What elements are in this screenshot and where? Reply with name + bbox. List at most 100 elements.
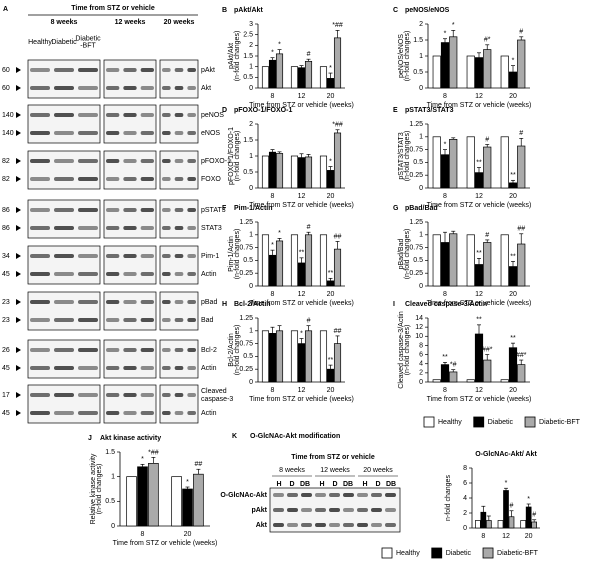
bar (319, 66, 328, 89)
y-axis-label: Cleaved caspase-3/Actin(n-fold changes) (398, 311, 411, 389)
panel-letter: J (88, 435, 92, 442)
error-bar (443, 231, 447, 243)
blot-band (123, 159, 137, 163)
bar (319, 234, 328, 287)
blot-band (140, 300, 154, 304)
blot-frame (159, 59, 199, 99)
legend-swatch (482, 547, 494, 559)
x-axis-label: Time from STZ or vehicle (weeks) (249, 102, 354, 109)
blot-band (30, 131, 50, 135)
timepoint-label: 20 weeks (164, 19, 195, 26)
bar (485, 520, 492, 529)
blot-band (54, 86, 74, 90)
mw-label: 23 (2, 299, 10, 306)
x-tick-label: 8 (443, 93, 447, 100)
blot-band (174, 159, 184, 163)
mw-arrow (16, 271, 21, 277)
mw-arrow (16, 317, 21, 323)
bar (290, 155, 299, 189)
error-bar (299, 338, 304, 344)
bar (449, 371, 458, 383)
x-tick-label: 8 (271, 291, 275, 298)
blot-band (140, 113, 154, 117)
blot-frame (103, 104, 157, 144)
bar (304, 60, 313, 89)
bar (500, 234, 509, 287)
significance-label: ** (476, 250, 482, 257)
significance-label: * (300, 330, 303, 337)
bar (261, 330, 270, 383)
mw-label: 34 (2, 253, 10, 260)
blot-band (162, 226, 171, 230)
panel-title: O-GlcNAc-Akt modification (250, 433, 340, 440)
x-tick-label: 20 (509, 193, 517, 200)
blot-frame (159, 245, 199, 285)
y-tick-label: 2.5 (243, 32, 253, 39)
blot-band (140, 348, 154, 352)
protein-label: FOXO (201, 176, 221, 183)
blot-band (301, 508, 312, 512)
error-bar (328, 72, 333, 79)
lane-label: Diabetic -BFT (75, 35, 101, 49)
y-tick-label: 12 (415, 324, 423, 331)
lane-label: H (362, 481, 367, 488)
blot-band (54, 411, 74, 415)
y-tick-label: 0.75 (409, 146, 423, 153)
blot-band (106, 113, 120, 117)
blot-band (385, 493, 396, 497)
mw-arrow (16, 392, 21, 398)
bar (148, 462, 159, 527)
blot-band (162, 300, 171, 304)
blot-band (187, 393, 196, 397)
blot-frame (159, 150, 199, 190)
blot-frame (27, 59, 101, 99)
y-tick-label: 0 (419, 379, 423, 386)
error-bar (485, 354, 490, 361)
x-tick-label: 12 (298, 93, 306, 100)
y-tick-label: 6 (463, 480, 467, 487)
blot-band (371, 493, 382, 497)
error-bar (299, 153, 304, 158)
x-axis-label: Time from STZ or vehicle (weeks) (427, 300, 532, 307)
error-bar (477, 167, 481, 173)
blot-frame (159, 104, 199, 144)
bar (508, 71, 518, 89)
bar (297, 67, 306, 89)
x-tick-label: 8 (443, 291, 447, 298)
blot-band (287, 523, 298, 527)
y-tick-label: 2 (463, 510, 467, 517)
bar (474, 57, 484, 89)
bar (474, 264, 484, 287)
protein-label: Cleaved caspase-3 (201, 388, 233, 403)
blot-band (187, 226, 196, 230)
blot-band (30, 226, 50, 230)
blot-band (106, 366, 120, 370)
y-tick-label: 0 (249, 85, 253, 92)
blot-band (140, 366, 154, 370)
bar (517, 364, 526, 383)
bar (297, 343, 306, 383)
blot-frame (27, 384, 101, 424)
blot-band (106, 226, 120, 230)
blot-band (106, 177, 120, 181)
x-axis-label: Time from STZ or vehicle (weeks) (249, 396, 354, 403)
bar (326, 170, 335, 189)
lane-label: DB (343, 481, 353, 488)
mw-arrow (16, 130, 21, 136)
blot-band (106, 208, 120, 212)
blot-band (187, 68, 196, 72)
significance-label: # (485, 136, 489, 143)
error-bar (306, 154, 311, 157)
error-bar (328, 364, 333, 370)
blot-band (162, 131, 171, 135)
blot-frame (159, 199, 199, 239)
blot-band (30, 348, 50, 352)
mw-arrow (16, 299, 21, 305)
significance-label: * (271, 242, 274, 249)
error-bar (485, 239, 490, 243)
y-axis-label: Bcl-2/Actin(n-fold changes) (228, 325, 241, 376)
x-tick-label: 20 (509, 291, 517, 298)
bar (319, 330, 328, 383)
y-tick-label: 0.5 (105, 498, 115, 505)
lane-label: DB (386, 481, 396, 488)
